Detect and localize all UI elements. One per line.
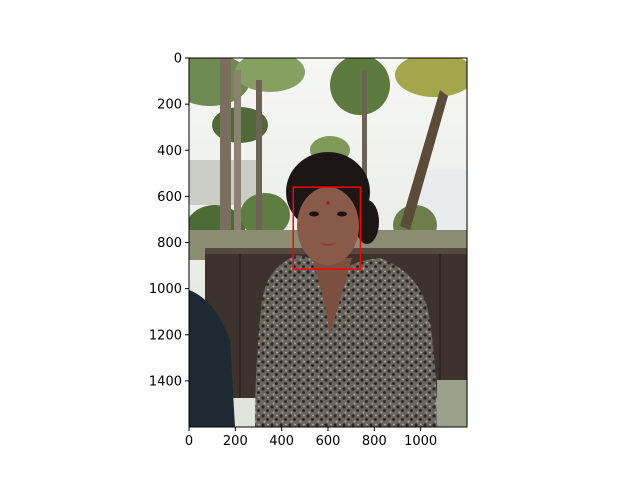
y-tick-label: 400 [157,144,182,159]
x-tick-label: 600 [316,434,341,449]
y-tick-label: 200 [157,98,182,113]
x-tick-label: 800 [362,434,387,449]
y-axis: 0 200 400 600 800 1000 1200 1400 [149,52,189,389]
x-tick-label: 1000 [404,434,437,449]
photo-image [189,58,467,427]
x-tick-label: 400 [269,434,294,449]
y-tick-label: 800 [157,236,182,251]
y-tick-label: 1200 [149,328,182,343]
x-tick-label: 200 [223,434,248,449]
face-bounding-box [292,186,362,270]
y-tick-label: 600 [157,190,182,205]
x-axis: 0 200 400 600 800 1000 [185,427,437,449]
y-tick-label: 0 [174,52,182,67]
x-tick-label: 0 [185,434,193,449]
y-tick-label: 1400 [149,374,182,389]
y-tick-label: 1000 [149,282,182,297]
